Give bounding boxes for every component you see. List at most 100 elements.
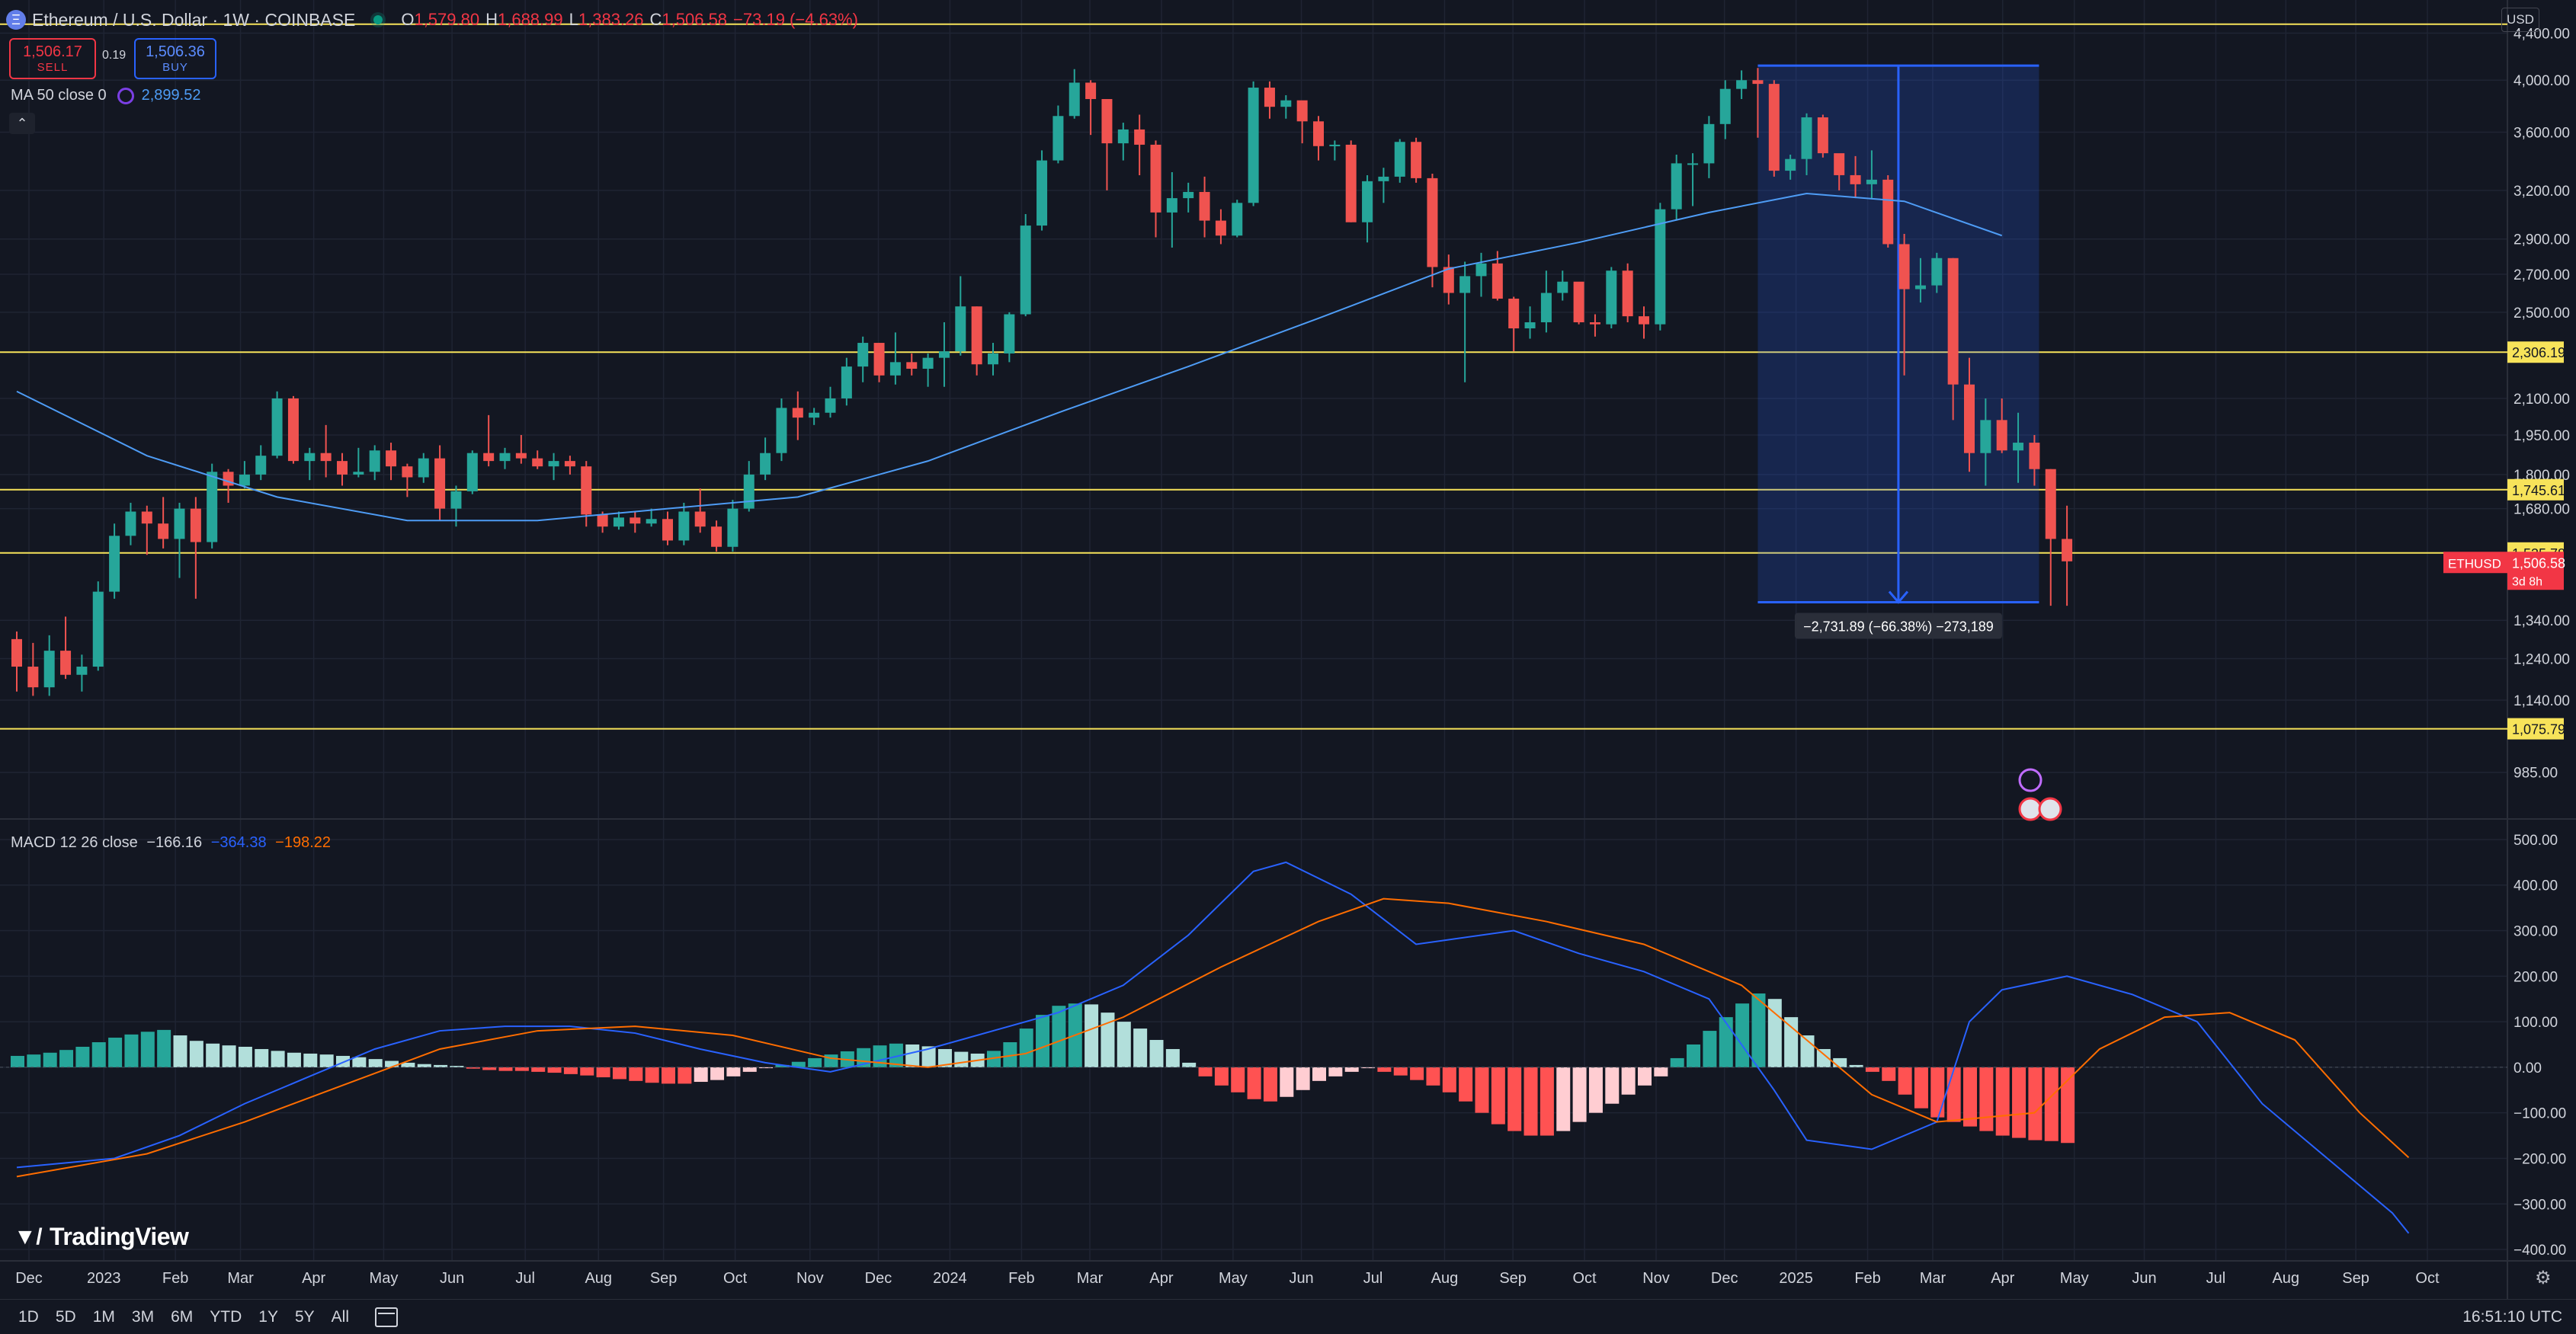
tradingview-logo[interactable]: ▼/ TradingView [14, 1223, 189, 1251]
candle-down [1508, 299, 1520, 329]
macd-histogram-bar [1198, 1067, 1213, 1076]
macd-histogram-bar [287, 1052, 301, 1067]
macd-histogram-bar [1296, 1067, 1310, 1090]
candle-up [76, 667, 88, 675]
time-tick-label: Sep [1499, 1270, 1527, 1287]
candle-up [255, 456, 267, 475]
candle-up [125, 511, 136, 536]
candle-down [694, 511, 706, 527]
time-tick-label: Apr [302, 1270, 325, 1287]
candle-down [1150, 144, 1161, 213]
macd-histogram-bar [547, 1067, 562, 1073]
buy-button[interactable]: 1,506.36 BUY [134, 38, 216, 79]
candle-down [27, 667, 39, 688]
price-tick-label: 3,600.00 [2514, 126, 2570, 142]
symbol-title[interactable]: Ethereum / U.S. Dollar · 1W · COINBASE [32, 9, 356, 30]
macd-histogram-bar [514, 1067, 529, 1071]
candle-up [418, 458, 429, 478]
candle-down [1573, 281, 1584, 323]
macd-histogram-bar [108, 1038, 123, 1067]
macd-line [16, 861, 2410, 1234]
macd-histogram-bar [1816, 1048, 1831, 1067]
macd-tick-label: 200.00 [2514, 969, 2558, 985]
timeframe-all[interactable]: All [331, 1307, 349, 1326]
level-price-label: 1,075.79 [2512, 722, 2565, 737]
candle-down [711, 526, 722, 547]
candle-up [1736, 80, 1748, 89]
timeframe-ytd[interactable]: YTD [210, 1307, 242, 1326]
sell-button[interactable]: 1,506.17 SELL [9, 38, 96, 79]
macd-histogram-bar [1572, 1067, 1587, 1122]
candle-up [271, 398, 283, 456]
spread-value: 0.19 [102, 49, 127, 62]
candle-down [1264, 88, 1275, 107]
candle-up [1606, 270, 1617, 325]
time-tick-label: Jun [440, 1270, 464, 1287]
time-tick-label: Dec [15, 1270, 43, 1287]
candle-up [1931, 258, 1943, 286]
macd-histogram-bar [319, 1054, 334, 1067]
macd-histogram-bar [450, 1066, 464, 1067]
gear-icon[interactable]: ⚙ [2535, 1268, 2552, 1288]
market-status-icon [373, 15, 383, 24]
last-price-label: 1,506.58 [2512, 555, 2565, 571]
macd-histogram-bar [612, 1067, 626, 1080]
time-tick-label: Oct [1572, 1270, 1597, 1287]
ethereum-icon: Ξ [6, 10, 26, 30]
macd-histogram-bar [124, 1034, 139, 1067]
macd-histogram-bar [352, 1057, 367, 1067]
time-tick-label: Jul [1363, 1270, 1383, 1287]
measure-label: −2,731.89 (−66.38%) −273,189 [1803, 619, 1994, 634]
candle-down [1427, 178, 1438, 267]
timeframe-1y[interactable]: 1Y [258, 1307, 278, 1326]
candle-up [809, 412, 820, 418]
collapse-legend-button[interactable]: ⌃ [9, 113, 35, 134]
price-tick-label: 4,400.00 [2514, 26, 2570, 42]
sell-price: 1,506.17 [23, 43, 82, 60]
candle-down [2062, 539, 2073, 561]
ma-legend[interactable]: MA 50 close 0 2,899.52 [11, 87, 200, 104]
currency-button[interactable]: USD [2501, 8, 2539, 32]
clock[interactable]: 16:51:10 UTC [2462, 1307, 2562, 1326]
candle-down [190, 508, 201, 542]
candle-up [207, 472, 218, 542]
timeframe-5y[interactable]: 5Y [294, 1307, 315, 1326]
candle-up [353, 472, 364, 475]
timeframe-1m[interactable]: 1M [92, 1307, 115, 1326]
candle-up [499, 453, 511, 462]
timeframe-5d[interactable]: 5D [55, 1307, 76, 1326]
macd-histogram-bar [1410, 1067, 1424, 1080]
time-tick-label: Feb [1008, 1270, 1034, 1287]
macd-histogram-bar [1491, 1067, 1505, 1124]
timeframe-1d[interactable]: 1D [18, 1307, 39, 1326]
price-tick-label: 1,140.00 [2514, 693, 2570, 709]
price-tick-label: 3,200.00 [2514, 184, 2570, 200]
macd-histogram-bar [694, 1067, 708, 1083]
last-price-tag [2507, 552, 2564, 590]
candle-down [1134, 129, 1145, 145]
level-price-label: 1,745.61 [2512, 483, 2565, 498]
macd-histogram-bar [75, 1046, 90, 1067]
candle-up [1378, 176, 1389, 181]
candle-up [174, 508, 185, 539]
candle-down [1589, 322, 1600, 325]
macd-histogram-bar [1247, 1067, 1261, 1099]
macd-legend[interactable]: MACD 12 26 close −166.16 −364.38 −198.22 [11, 834, 331, 852]
macd-histogram-bar [937, 1048, 952, 1067]
candle-up [1459, 276, 1471, 293]
candle-up [1053, 116, 1064, 161]
timeframe-3m[interactable]: 3M [131, 1307, 155, 1326]
candle-down [1817, 117, 1828, 154]
macd-signal-value: −198.22 [275, 834, 332, 851]
candle-up [109, 536, 120, 592]
macd-histogram-bar [1426, 1067, 1440, 1086]
ma-legend-label: MA 50 close 0 [11, 87, 107, 104]
candle-up [304, 453, 316, 462]
calendar-icon[interactable] [375, 1307, 398, 1327]
macd-histogram-bar [1654, 1067, 1668, 1076]
macd-histogram-bar [563, 1067, 578, 1074]
macd-legend-label: MACD 12 26 close [11, 834, 138, 851]
macd-histogram-bar [1101, 1012, 1115, 1067]
timeframe-6m[interactable]: 6M [171, 1307, 194, 1326]
